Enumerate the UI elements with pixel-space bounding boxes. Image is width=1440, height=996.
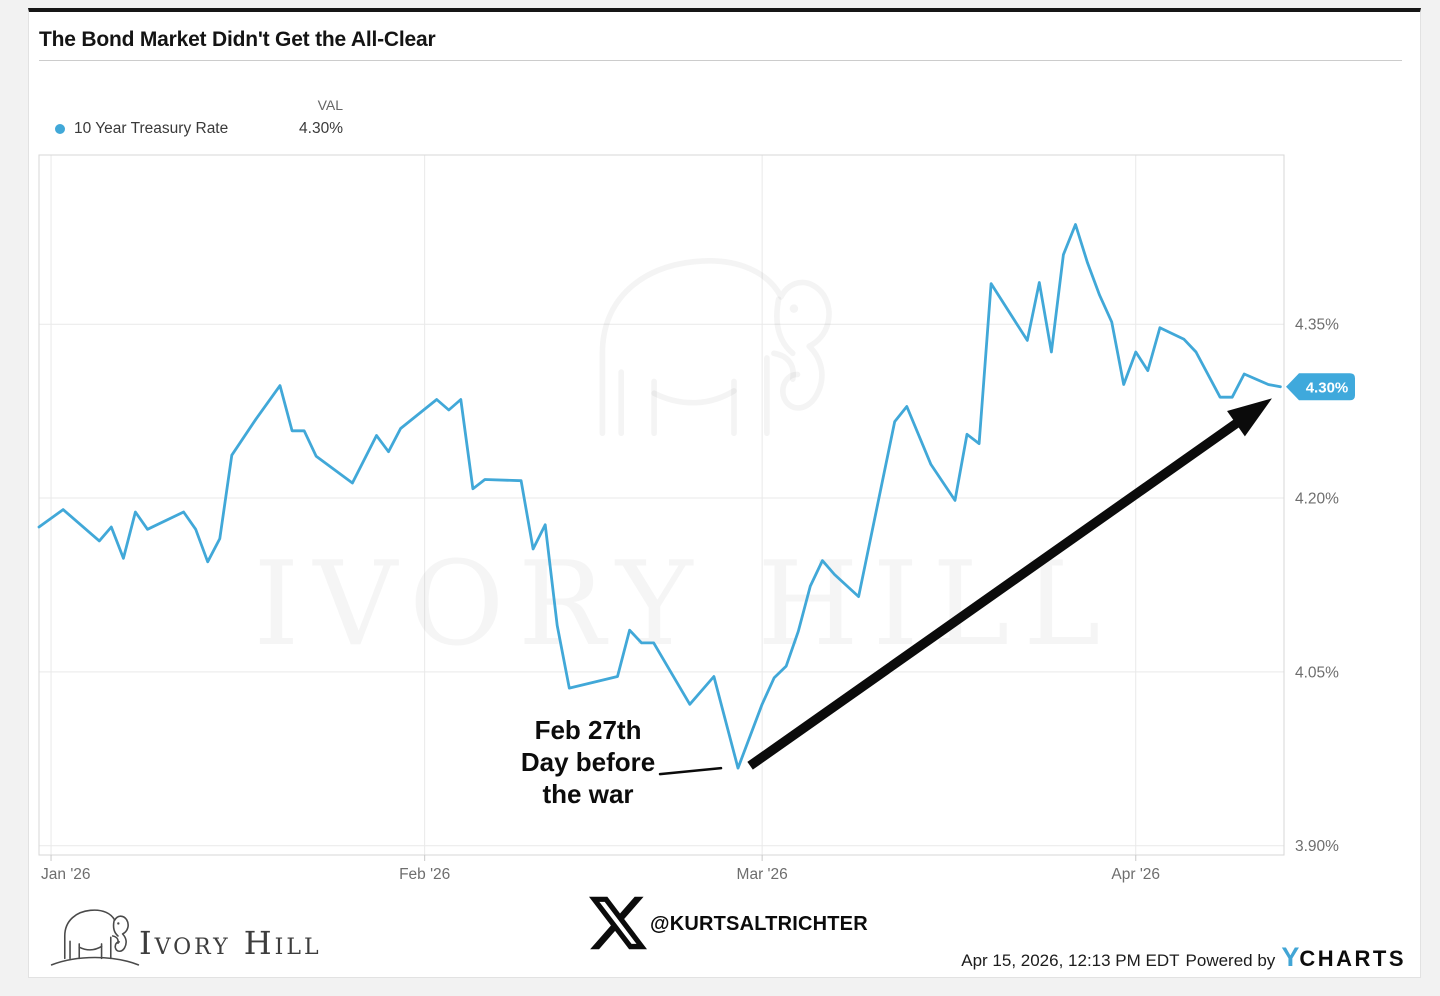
ycharts-logo-y: Y — [1281, 942, 1300, 972]
series-current-value: 4.30% — [299, 120, 343, 137]
y-axis-label-2: 4.05% — [1295, 664, 1339, 681]
y-axis-label-1: 4.20% — [1295, 491, 1339, 508]
ycharts-logo: YCHARTS — [1281, 942, 1406, 973]
y-axis-label-0: 4.35% — [1295, 317, 1339, 334]
war-annotation-line-1: Day before — [521, 747, 655, 777]
x-axis-label-1: Feb '26 — [399, 866, 450, 883]
ycharts-logo-charts: CHARTS — [1299, 946, 1406, 971]
x-axis-label-2: Mar '26 — [737, 866, 788, 883]
value-badge: 4.30% — [1286, 373, 1355, 401]
war-annotation-line-2: the war — [543, 779, 634, 809]
x-handle: @KURTSALTRICHTER — [650, 913, 868, 935]
title-divider — [39, 60, 1402, 61]
watermark-elephant-icon — [602, 261, 829, 433]
y-axis-label-3: 3.90% — [1295, 838, 1339, 855]
line-chart-canvas: IVORY HILL Jan '26 Feb '26 Mar '26 Apr '26 4.… — [37, 154, 1355, 883]
chart-area: IVORY HILL Jan '26 Feb '26 Mar '26 Apr '26 4.… — [29, 12, 1422, 978]
war-annotation-line-0: Feb 27th — [535, 715, 642, 745]
ivory-hill-elephant-logo-icon — [50, 909, 140, 966]
plot-border — [38, 154, 1285, 856]
legend-value-column-header: VAL — [317, 97, 343, 113]
watermark-text: IVORY HILL — [254, 537, 1115, 672]
logo-hill-arc — [50, 956, 140, 966]
x-twitter-icon — [589, 896, 647, 950]
trend-arrow — [747, 398, 1272, 770]
timestamp: Apr 15, 2026, 12:13 PM EDT — [961, 951, 1180, 970]
annotation-connector — [658, 766, 723, 776]
svg-text:4.30%: 4.30% — [1306, 379, 1349, 396]
chart-card: IVORY HILL Jan '26 Feb '26 Mar '26 Apr '26 4.… — [28, 8, 1421, 978]
series-label: 10 Year Treasury Rate — [74, 120, 229, 137]
series-color-dot — [55, 124, 65, 134]
legend-row: 10 Year Treasury Rate — [55, 120, 228, 138]
x-axis-label-0: Jan '26 — [41, 866, 91, 883]
chart-title: The Bond Market Didn't Get the All-Clear — [39, 28, 436, 51]
brand-name: Ivory Hill — [139, 924, 322, 962]
powered-by-label: Powered by — [1185, 951, 1276, 970]
x-axis-label-3: Apr '26 — [1111, 866, 1160, 883]
attribution: Apr 15, 2026, 12:13 PM EDT Powered by YC… — [961, 942, 1406, 973]
treasury-rate-line — [37, 223, 1282, 770]
